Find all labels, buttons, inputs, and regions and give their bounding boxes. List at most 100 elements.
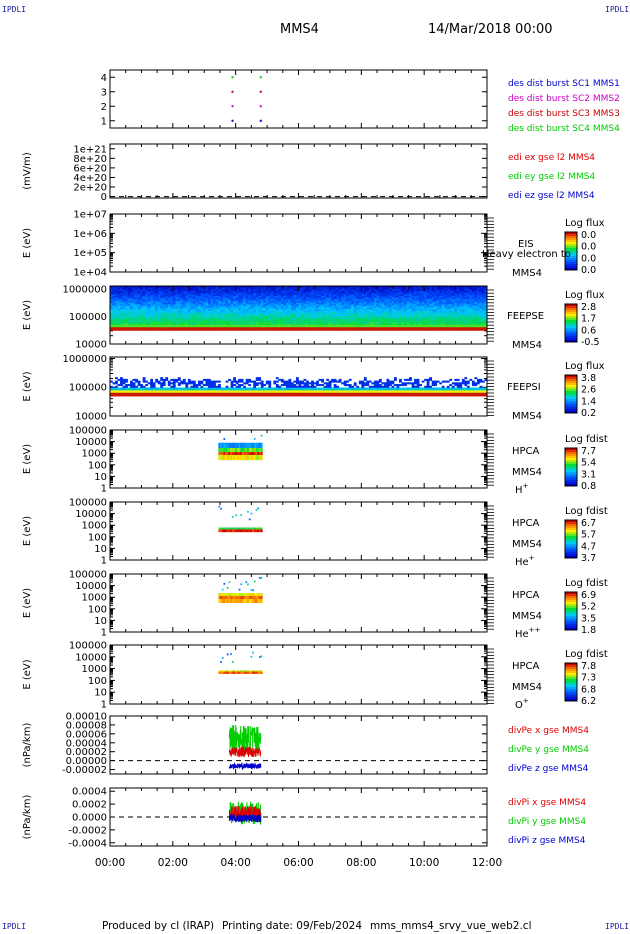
spectrogram-cell [295, 289, 299, 291]
spectrogram-cell [155, 302, 159, 305]
spectrogram-cell [155, 297, 159, 300]
spectrogram-cell [132, 323, 136, 326]
spectrogram-cell [175, 312, 179, 315]
spectrogram-cell [366, 312, 370, 315]
spectrogram-cell [476, 327, 480, 331]
spectrogram-cell [471, 298, 475, 301]
spectrogram-cell [391, 317, 395, 320]
spectrogram-cell [446, 289, 450, 291]
spectrogram-cell [306, 322, 309, 325]
spectrogram-cell [132, 389, 136, 392]
spectrogram-cell [366, 315, 370, 318]
spectrogram-cell [285, 297, 289, 300]
spectrogram-cell [223, 324, 226, 328]
spectrogram-cell [414, 287, 417, 290]
spectrogram-cell [414, 324, 417, 328]
spectrogram-cell [476, 295, 480, 298]
spectrogram-cell [396, 290, 400, 293]
spectrogram-cell [167, 290, 171, 293]
spectrogram-cell [399, 300, 402, 303]
spectrogram-cell [115, 294, 118, 296]
spectrogram-cell [484, 292, 487, 295]
spectrogram-cell [394, 297, 397, 300]
colorbar-cell [565, 324, 577, 327]
spectrogram-cell [459, 286, 463, 288]
spectrogram-cell [140, 317, 143, 320]
spectrogram-cell [270, 286, 274, 288]
spectrogram-cell [313, 287, 317, 290]
spectrogram-cell [150, 307, 154, 310]
spectrogram-cell [441, 312, 445, 315]
spectrogram-cell [469, 320, 473, 323]
spectrogram-cell [346, 324, 350, 328]
spectrogram-cell [200, 317, 204, 320]
spectrogram-cell [260, 286, 264, 288]
spectrogram-cell [145, 292, 148, 295]
spectrogram-cell [396, 289, 400, 291]
spectrogram-cell [157, 302, 161, 305]
spectrogram-cell [205, 307, 209, 310]
spectrogram-cell [434, 317, 438, 320]
spectrogram-cell [220, 318, 224, 321]
spectrogram-cell [431, 315, 435, 318]
spectrogram-cell [137, 308, 141, 311]
spectrogram-cell [228, 298, 231, 301]
spectrogram-cell [381, 297, 385, 300]
spectrogram-cell [431, 298, 435, 301]
spectrogram-cell [353, 287, 357, 290]
spectrogram-cell [220, 307, 224, 310]
spectrogram-cell [243, 295, 247, 298]
spectrogram-cell [223, 320, 226, 323]
spectrogram-cell [461, 327, 465, 331]
spectrogram-cell [326, 318, 329, 321]
spectrogram-cell [328, 313, 332, 316]
spectrogram-cell [127, 322, 131, 325]
spectrogram-cell [456, 289, 460, 291]
spectrogram-cell [295, 292, 299, 295]
spectrogram-cell [142, 317, 146, 320]
spectrogram-cell [416, 312, 420, 315]
spectrogram-cell [371, 289, 375, 291]
spectrogram-cell [190, 298, 194, 301]
spectrogram-cell [481, 302, 485, 305]
spectrogram-cell [454, 295, 458, 298]
spectrogram-cell [238, 303, 241, 306]
spectrogram-cell [295, 324, 299, 328]
spectrogram-cell [429, 302, 433, 305]
spectrogram-cell [301, 286, 304, 288]
spectrogram-cell [311, 303, 314, 306]
spectrogram-cell [323, 327, 327, 331]
spectrogram-cell [260, 294, 264, 296]
spectrogram-cell [215, 303, 219, 306]
spectrogram-cell [434, 324, 438, 328]
spectrogram-cell [230, 322, 234, 325]
spectrogram-cell [308, 300, 312, 303]
spectrogram-cell [328, 315, 332, 318]
spectrogram-cell [220, 292, 224, 295]
spectrogram-cell [338, 287, 342, 290]
spectrogram-cell [426, 327, 430, 331]
spectrogram-cell [117, 324, 121, 328]
spectrogram-cell [479, 310, 483, 313]
spectrogram-cell [218, 297, 221, 300]
spectrogram-cell [396, 320, 400, 323]
spectrogram-cell [333, 294, 337, 296]
spectrogram-cell [386, 297, 390, 300]
spectrogram-cell [356, 294, 360, 296]
spectrogram-cell [363, 322, 367, 325]
spectrogram-cell [391, 295, 395, 298]
spectrogram-cell [451, 312, 455, 315]
spectrogram-cell [431, 308, 435, 311]
spectrogram-cell [175, 320, 179, 323]
spectrogram-cell [301, 305, 304, 308]
spectrogram-cell [341, 300, 345, 303]
spectrogram-cell [301, 295, 304, 298]
spectrogram-cell [180, 317, 184, 320]
spectrogram-cell [150, 295, 154, 298]
spectrogram-cell [391, 324, 395, 328]
spectrogram-cell [424, 300, 427, 303]
spectrogram-cell [152, 286, 156, 288]
spectrogram-cell [233, 297, 236, 300]
colorbar-cell [565, 244, 577, 247]
spectrogram-cell [459, 290, 463, 293]
